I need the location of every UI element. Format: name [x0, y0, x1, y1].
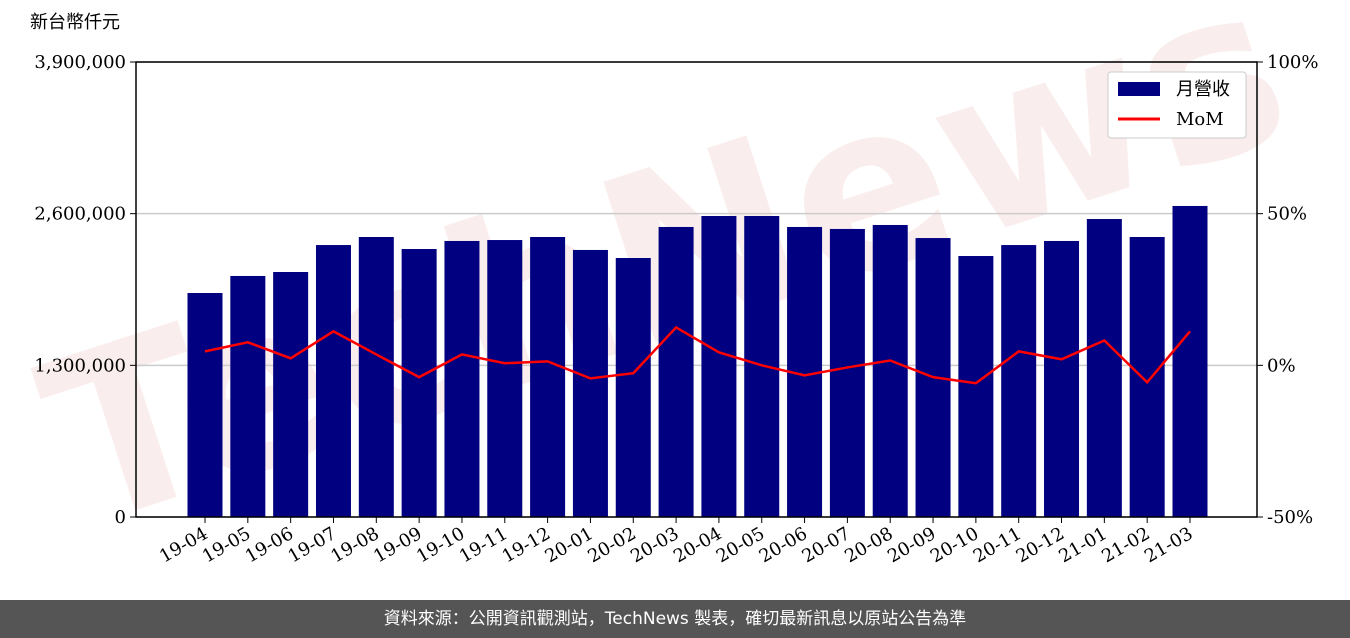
bar: [1172, 205, 1208, 517]
x-tick-label: 19-09: [370, 523, 425, 567]
x-tick-label: 20-12: [1013, 523, 1068, 567]
x-tick-label: 19-12: [499, 523, 554, 567]
bar: [1001, 245, 1037, 518]
x-tick-label: 20-05: [713, 523, 768, 567]
x-tick-label: 19-11: [456, 523, 511, 567]
bar: [487, 240, 523, 518]
y-axis-label: 新台幣仟元: [30, 12, 120, 33]
x-tick-label: 20-03: [627, 523, 682, 567]
bar: [615, 258, 651, 517]
bar: [187, 293, 223, 517]
x-tick-label: 20-11: [970, 523, 1025, 567]
bar: [829, 228, 865, 517]
x-tick-label: 20-07: [798, 523, 853, 567]
y2-tick-label: -50%: [1267, 507, 1313, 528]
x-tick-label: 19-10: [413, 523, 468, 567]
y-tick-label: 2,600,000: [34, 204, 126, 225]
bar: [1129, 237, 1165, 517]
x-tick-label: 21-01: [1055, 523, 1110, 567]
legend-swatch: [1118, 82, 1160, 96]
bar: [658, 226, 694, 517]
bar: [530, 237, 566, 517]
x-tick-label: 19-08: [327, 523, 382, 567]
plot-frame: [135, 61, 1258, 518]
bar: [572, 249, 608, 517]
bar: [230, 275, 266, 517]
x-tick-label: 20-09: [884, 523, 939, 567]
legend-label: 月營收: [1176, 79, 1230, 100]
x-tick-label: 20-01: [541, 523, 596, 567]
y2-tick-label: 0%: [1267, 355, 1296, 376]
chart: 新台幣仟元 TechNews01,300,0002,600,0003,900,0…: [16, 0, 1319, 580]
x-tick-label: 20-08: [841, 523, 896, 567]
y2-tick-label: 50%: [1267, 204, 1307, 225]
y2-tick-label: 100%: [1267, 52, 1318, 73]
legend-label: MoM: [1176, 109, 1224, 130]
y-tick-label: 3,900,000: [34, 52, 126, 73]
footer: 資料來源：公開資訊觀測站，TechNews 製表，確切最新訊息以原站公告為準: [0, 600, 1350, 638]
bar: [872, 224, 908, 517]
x-tick-label: 20-04: [670, 523, 725, 567]
bar: [444, 240, 480, 517]
bar: [273, 272, 309, 517]
bar: [958, 256, 994, 517]
bar: [701, 216, 737, 517]
line: [204, 325, 1191, 385]
bar: [315, 245, 351, 518]
bar: [401, 249, 437, 517]
bar: [1044, 240, 1080, 517]
x-tick-label: 20-06: [756, 523, 811, 567]
x-tick-label: 19-07: [285, 523, 340, 567]
x-tick-label: 20-02: [584, 523, 639, 567]
y-tick-label: 0: [115, 507, 126, 528]
bar: [358, 237, 394, 517]
y-tick-label: 1,300,000: [34, 355, 126, 376]
x-tick-label: 21-02: [1098, 523, 1153, 567]
x-tick-label: 21-03: [1141, 523, 1196, 567]
bar: [1086, 219, 1122, 518]
x-tick-label: 20-10: [927, 523, 982, 567]
